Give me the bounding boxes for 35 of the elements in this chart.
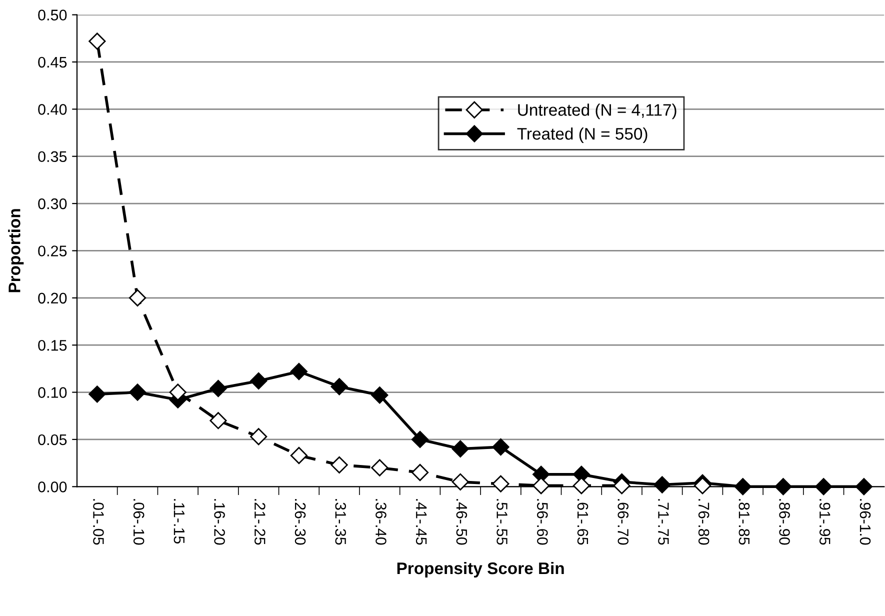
y-tick-label: 0.20 bbox=[38, 292, 67, 304]
x-tick-label: .61-.65 bbox=[577, 499, 588, 545]
x-tick-label: .71-.75 bbox=[658, 499, 669, 545]
x-tick-label: .51-.55 bbox=[496, 499, 508, 545]
x-tick-label: .76-.80 bbox=[698, 499, 710, 545]
x-tick-label: .36-.40 bbox=[376, 499, 386, 545]
x-tick-label: .31-.35 bbox=[335, 499, 346, 545]
y-tick-label: 0.45 bbox=[38, 56, 67, 68]
y-tick-label: 0.05 bbox=[38, 434, 67, 446]
x-tick-label: .66-.70 bbox=[618, 499, 629, 545]
x-tick-label: .96-1.0 bbox=[860, 499, 871, 545]
x-tick-label: .06-.10 bbox=[133, 499, 144, 545]
x-tick-label: .46-.50 bbox=[456, 499, 468, 545]
y-tick-label: 0.30 bbox=[38, 198, 67, 210]
y-tick-label: 0.10 bbox=[38, 387, 67, 398]
x-tick-label: .41-.45 bbox=[416, 499, 427, 545]
x-tick-label: .01-.05 bbox=[93, 499, 104, 545]
x-axis-title: Propensity Score Bin bbox=[397, 562, 564, 578]
y-tick-label: 0.35 bbox=[38, 151, 67, 162]
x-tick-label: .26-.30 bbox=[294, 499, 306, 545]
x-tick-label: .11-.15 bbox=[174, 499, 184, 544]
y-tick-label: 0.50 bbox=[38, 10, 67, 20]
y-axis-title: Proportion bbox=[8, 209, 24, 292]
x-tick-label: .56-.60 bbox=[536, 499, 548, 545]
x-tick-label: .86-.90 bbox=[779, 499, 790, 545]
x-tick-label: .21-.25 bbox=[254, 499, 266, 545]
y-tick-label: 0.25 bbox=[38, 246, 67, 256]
legend-label: Untreated (N = 4,117) bbox=[518, 104, 676, 120]
x-tick-label: .16-.20 bbox=[214, 499, 225, 545]
legend-label: Treated (N = 550) bbox=[517, 127, 648, 144]
y-tick-label: 0.00 bbox=[38, 482, 67, 492]
x-tick-label: .81-.85 bbox=[738, 499, 750, 545]
y-tick-label: 0.15 bbox=[38, 340, 67, 351]
y-tick-label: 0.40 bbox=[38, 104, 67, 115]
x-tick-label: .91-.95 bbox=[819, 499, 830, 545]
